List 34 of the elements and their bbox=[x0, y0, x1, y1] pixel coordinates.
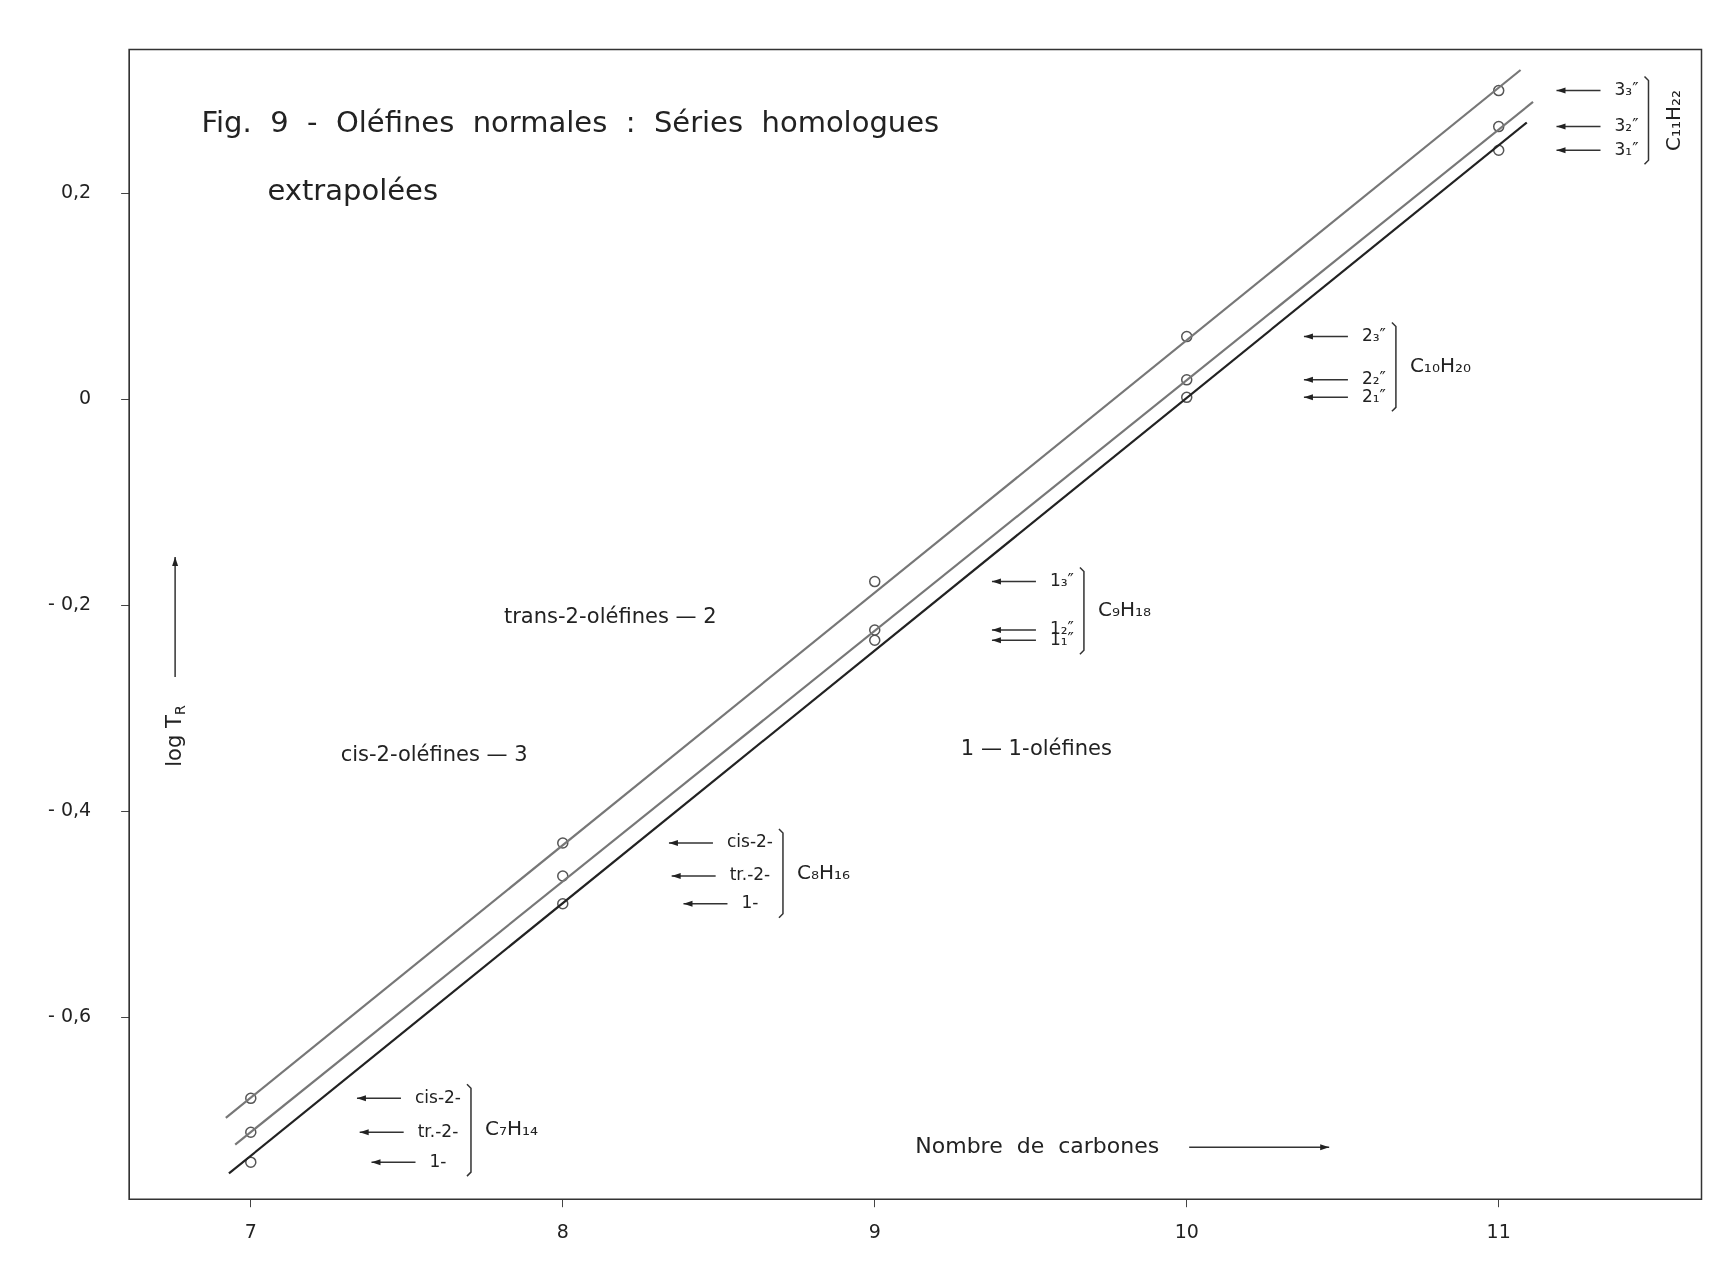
annotation: C₉H₁₈ bbox=[1097, 597, 1151, 622]
annotation: cis-2-oléfines — 3 bbox=[340, 741, 528, 766]
x-tick-label: 10 bbox=[1174, 1219, 1199, 1242]
annotation: trans-2-oléfines — 2 bbox=[503, 603, 717, 628]
annotation: 1₃″ bbox=[1049, 570, 1074, 590]
annotation: 3₁″ bbox=[1614, 138, 1639, 159]
annotation: C₈H₁₆ bbox=[796, 859, 851, 884]
annotation: C₁₁H₂₂ bbox=[1661, 89, 1686, 151]
annotation: 2₃″ bbox=[1361, 325, 1386, 346]
x-tick-label: 11 bbox=[1486, 1219, 1511, 1242]
annotation: 1- bbox=[429, 1150, 447, 1171]
point bbox=[869, 575, 881, 588]
x-axis-title: Nombre de carbones bbox=[915, 1132, 1160, 1158]
annotation: 1 — 1-oléfines bbox=[960, 736, 1112, 761]
y-axis-title: log TR bbox=[161, 704, 189, 767]
annotation: tr.-2- bbox=[729, 864, 771, 885]
annotation: 1- bbox=[741, 892, 759, 913]
x-tick-label: 7 bbox=[244, 1219, 257, 1242]
y-tick-label: - 0,4 bbox=[47, 798, 92, 821]
y-tick-label: 0,2 bbox=[60, 180, 92, 203]
annotation: C₇H₁₄ bbox=[484, 1116, 539, 1141]
y-tick-label: - 0,2 bbox=[47, 592, 92, 615]
text: Fig. 9 - Oléfines normales : Séries homologues extrapolées bbox=[201, 104, 940, 207]
annotation: cis-2- bbox=[414, 1086, 461, 1107]
annotation: cis-2- bbox=[726, 831, 773, 852]
y-tick-label: - 0,6 bbox=[47, 1003, 92, 1026]
annotation: 3₃″ bbox=[1614, 79, 1639, 99]
annotation: 3₂″ bbox=[1614, 115, 1639, 136]
x-tick-label: 9 bbox=[868, 1219, 881, 1242]
annotation: tr.-2- bbox=[417, 1120, 459, 1141]
point bbox=[869, 634, 881, 647]
annotation: C₁₀H₂₀ bbox=[1409, 353, 1471, 378]
x-tick-label: 8 bbox=[556, 1219, 569, 1242]
y-tick-label: 0 bbox=[79, 386, 92, 409]
